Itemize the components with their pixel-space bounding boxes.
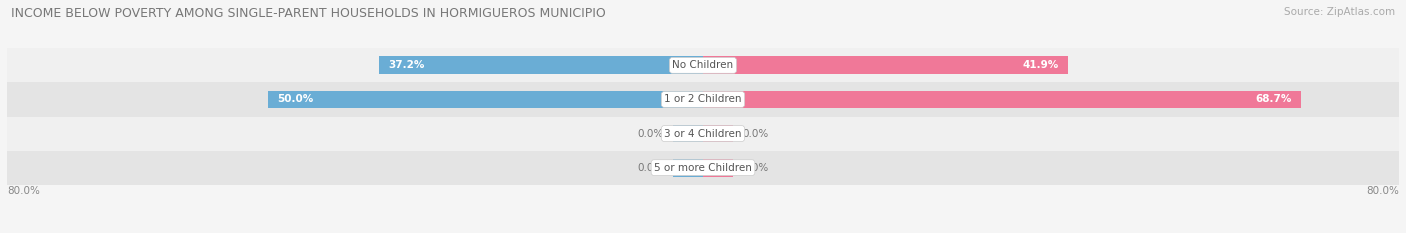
- Text: 68.7%: 68.7%: [1256, 94, 1292, 104]
- Text: 41.9%: 41.9%: [1022, 60, 1059, 70]
- Text: 0.0%: 0.0%: [742, 129, 769, 139]
- Text: 0.0%: 0.0%: [637, 163, 664, 173]
- Bar: [703, 56, 1067, 74]
- Text: 0.0%: 0.0%: [742, 163, 769, 173]
- Text: 0.0%: 0.0%: [637, 129, 664, 139]
- Text: 3 or 4 Children: 3 or 4 Children: [664, 129, 742, 139]
- Text: 80.0%: 80.0%: [7, 186, 39, 196]
- Bar: [7, 116, 1399, 151]
- Text: 1 or 2 Children: 1 or 2 Children: [664, 94, 742, 104]
- Bar: [672, 159, 703, 177]
- Bar: [672, 125, 703, 142]
- Bar: [7, 151, 1399, 185]
- Text: No Children: No Children: [672, 60, 734, 70]
- Text: 80.0%: 80.0%: [1367, 186, 1399, 196]
- Bar: [703, 125, 734, 142]
- Text: 5 or more Children: 5 or more Children: [654, 163, 752, 173]
- Bar: [269, 91, 703, 108]
- Bar: [380, 56, 703, 74]
- Text: INCOME BELOW POVERTY AMONG SINGLE-PARENT HOUSEHOLDS IN HORMIGUEROS MUNICIPIO: INCOME BELOW POVERTY AMONG SINGLE-PARENT…: [11, 7, 606, 20]
- Text: 37.2%: 37.2%: [388, 60, 425, 70]
- Text: 50.0%: 50.0%: [277, 94, 314, 104]
- Text: Source: ZipAtlas.com: Source: ZipAtlas.com: [1284, 7, 1395, 17]
- Bar: [703, 159, 734, 177]
- Bar: [7, 82, 1399, 116]
- Bar: [703, 91, 1301, 108]
- Bar: [7, 48, 1399, 82]
